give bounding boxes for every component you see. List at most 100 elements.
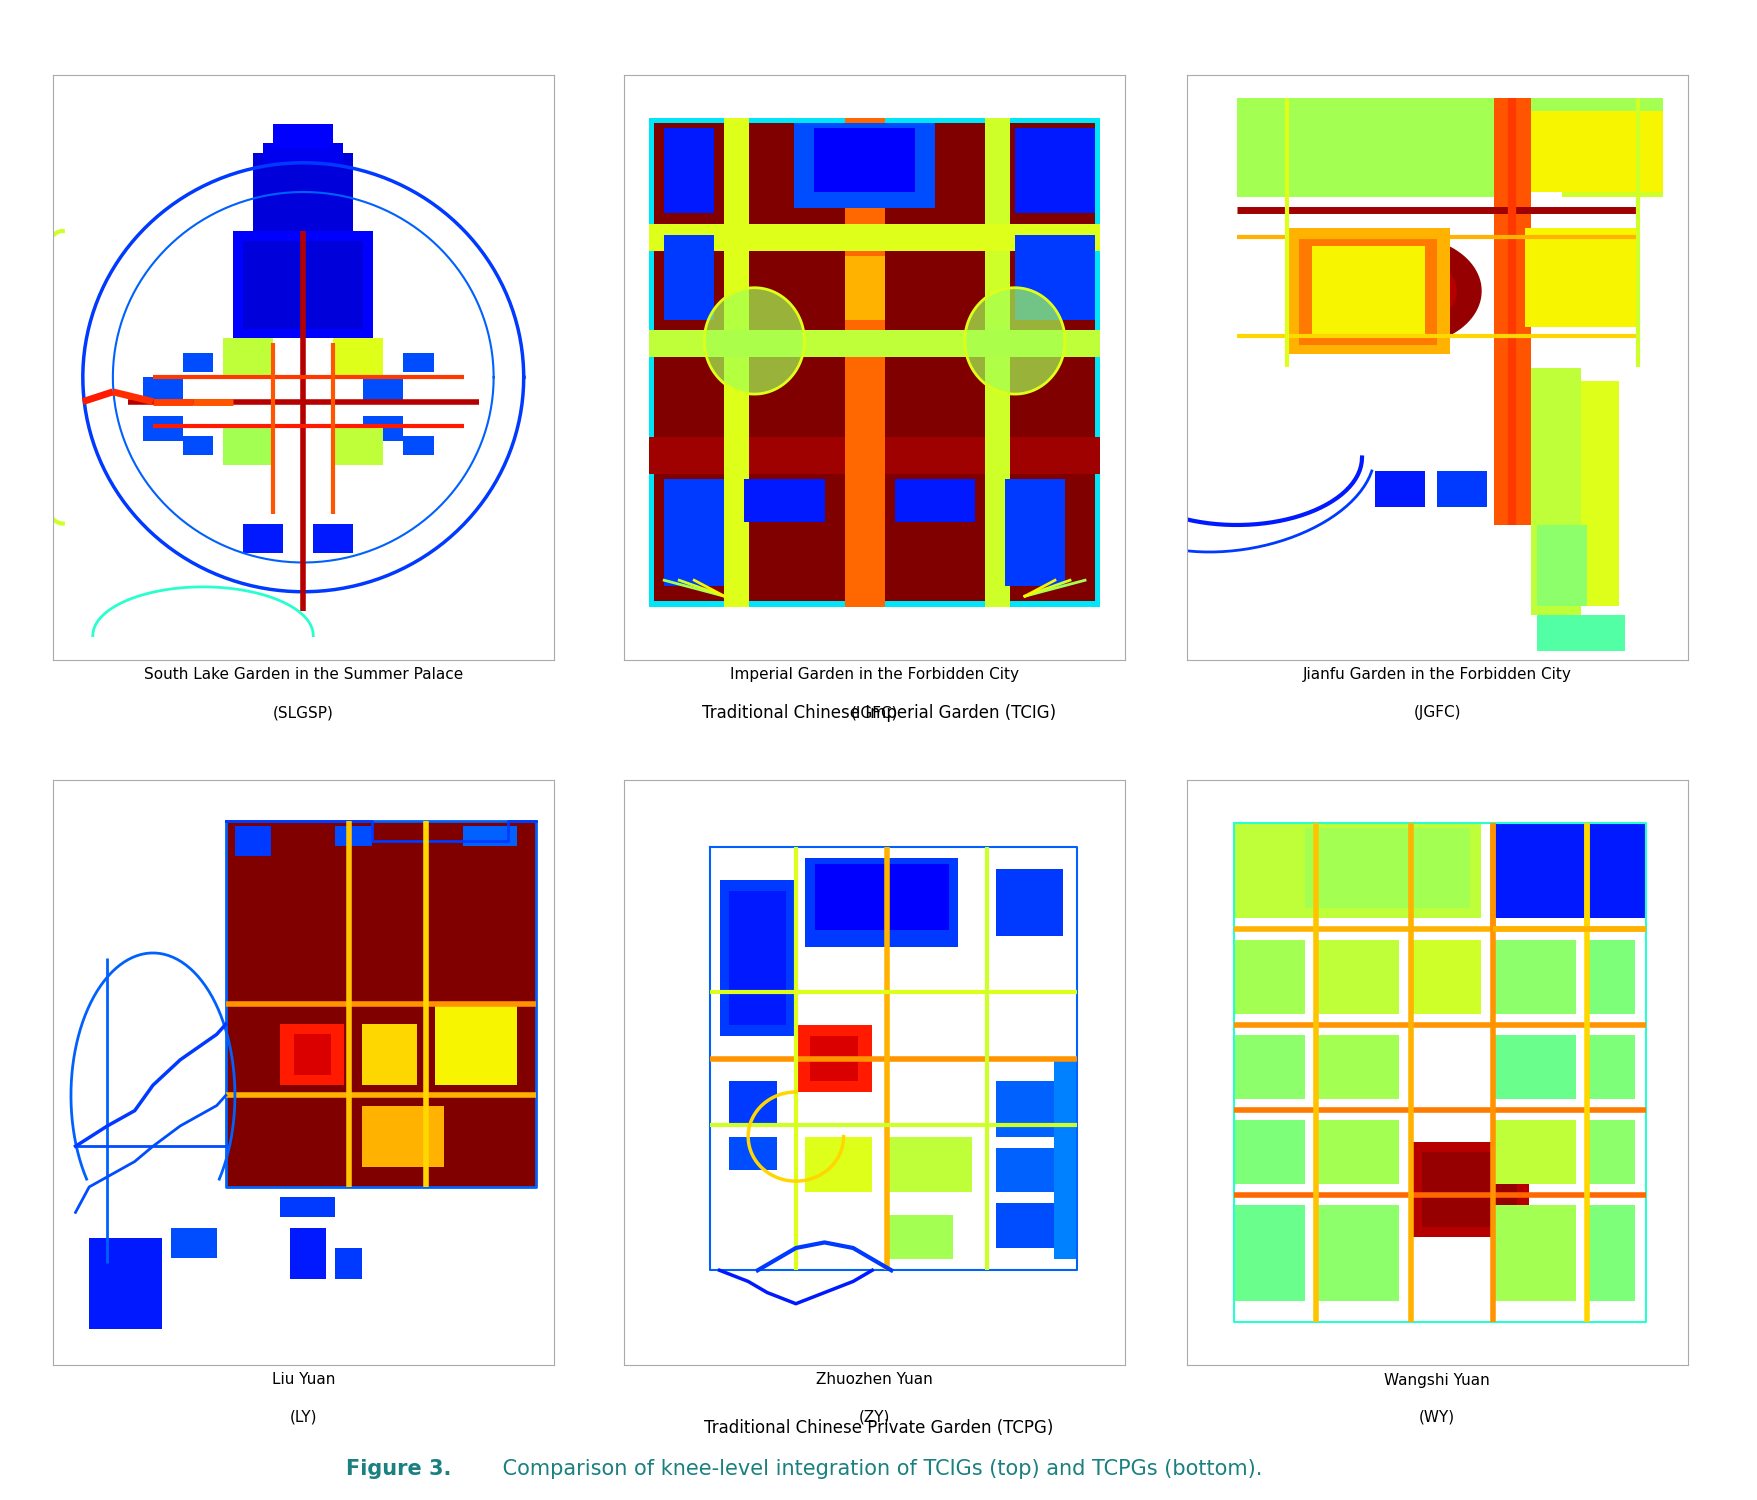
Bar [815,864,949,930]
Bar [293,1035,330,1076]
Bar [281,1197,336,1218]
Text: (LY): (LY) [290,1410,316,1425]
Bar [1014,234,1095,320]
Bar [362,1106,445,1167]
Bar [223,339,272,378]
Bar [648,330,1100,357]
Bar [805,1137,871,1192]
Bar [183,435,213,456]
Bar [664,234,713,320]
Bar [843,256,884,320]
Bar [805,858,958,946]
Bar [729,1082,777,1125]
Bar [242,524,283,554]
Bar [225,821,536,1186]
Bar [142,416,183,441]
Bar [743,478,824,522]
Text: Liu Yuan: Liu Yuan [271,1372,336,1388]
Bar [234,231,372,339]
Bar [886,1137,972,1192]
Bar [1316,939,1399,1014]
Bar [984,117,1009,608]
Text: Imperial Garden in the Forbidden City: Imperial Garden in the Forbidden City [729,668,1019,682]
Bar [1492,939,1574,1014]
Bar [1233,822,1304,918]
Bar [404,352,434,372]
Polygon shape [1355,255,1455,327]
Bar [1492,1206,1574,1300]
Text: Figure 3.: Figure 3. [346,1460,452,1479]
Bar [436,1004,517,1084]
Text: Comparison of knee-level integration of TCIGs (top) and TCPGs (bottom).: Comparison of knee-level integration of … [495,1460,1262,1479]
Bar [1511,98,1662,142]
Bar [996,1203,1052,1248]
Bar [719,880,796,1036]
Bar [1409,939,1481,1014]
Bar [1492,822,1646,918]
Bar [1587,939,1634,1014]
Bar [648,117,1100,608]
Bar [1587,1206,1634,1300]
Bar [886,1215,952,1258]
Text: (ZY): (ZY) [859,1410,889,1425]
Bar [183,352,213,372]
Bar [1233,1035,1304,1100]
Bar [1580,381,1618,606]
Bar [334,426,383,465]
Polygon shape [1374,268,1437,314]
Bar [404,435,434,456]
Bar [1492,1035,1574,1100]
Bar [1536,525,1587,606]
Polygon shape [965,288,1065,394]
Bar [1237,98,1499,196]
Bar [1246,828,1469,908]
Text: Traditional Chinese Imperial Garden (TCIG): Traditional Chinese Imperial Garden (TCI… [701,704,1056,722]
Bar [170,1227,216,1258]
Bar [729,891,785,1024]
Bar [1316,1035,1399,1100]
Bar [1316,1206,1399,1300]
Bar [664,478,724,585]
Bar [462,827,517,846]
Bar [1511,111,1662,192]
Bar [813,128,914,192]
Text: (IGFC): (IGFC) [850,705,898,720]
Bar [1311,246,1423,336]
Bar [281,1024,344,1084]
Bar [290,1227,325,1278]
Text: Zhuozhen Yuan: Zhuozhen Yuan [815,1372,933,1388]
Bar [336,1248,362,1278]
Bar [996,1082,1063,1137]
Bar [235,827,271,856]
Bar [364,416,404,441]
Bar [843,117,884,608]
Bar [334,339,383,378]
Text: Wangshi Yuan: Wangshi Yuan [1383,1372,1490,1388]
Bar [1316,1120,1399,1184]
Bar [1005,478,1065,585]
Bar [1492,1120,1574,1184]
Bar [1286,228,1450,354]
Bar [1421,1152,1516,1227]
Text: (WY): (WY) [1418,1410,1455,1425]
Bar [796,1024,871,1092]
Bar [1233,822,1481,918]
Bar [729,1137,777,1170]
Bar [313,524,353,554]
Text: (JGFC): (JGFC) [1413,705,1460,720]
Text: (SLGSP): (SLGSP) [272,705,334,720]
Bar [1233,1120,1304,1184]
Bar [1493,98,1530,525]
Bar [724,117,748,608]
Bar [1523,228,1638,327]
Bar [90,1238,162,1329]
Bar [894,478,973,522]
Bar [336,827,371,846]
Bar [664,128,713,213]
Bar [1536,615,1623,651]
Bar [654,123,1095,602]
Text: Jianfu Garden in the Forbidden City: Jianfu Garden in the Forbidden City [1302,668,1571,682]
Bar [223,426,272,465]
Bar [253,153,353,231]
Bar [1437,471,1486,507]
